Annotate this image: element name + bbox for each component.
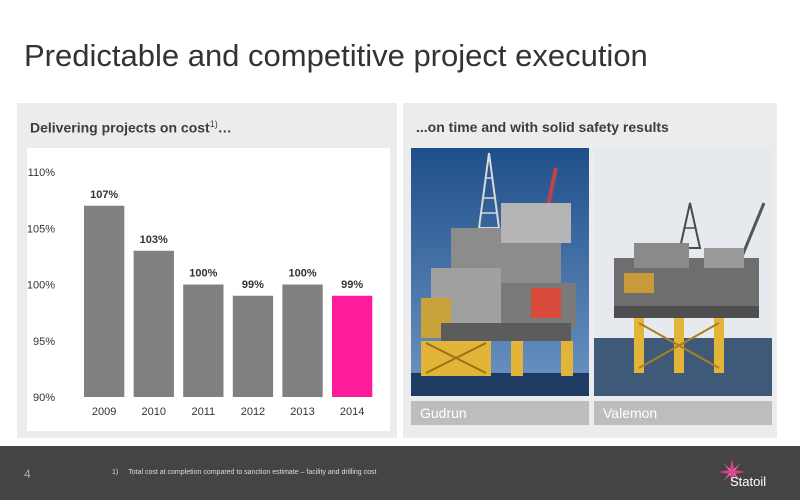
x-tick-label-2010: 2010 [142,406,166,418]
data-label-2013: 100% [288,268,316,280]
slide-footer: 4 1) Total cost at completion compared to… [0,446,800,500]
x-tick-label-2009: 2009 [92,406,116,418]
schedule-panel-heading: ...on time and with solid safety results [416,119,669,135]
valemon-caption: Valemon [594,401,772,425]
cost-heading-text: Delivering projects on cost [30,119,210,136]
footnote-marker: 1) [112,469,119,476]
logo-text: Statoil [730,474,767,489]
y-tick-label: 95% [33,336,55,348]
data-label-2009: 107% [90,189,118,201]
bar-2009 [84,205,125,397]
footnote-text: Total cost at completion compared to san… [128,469,377,476]
valemon-platform-image [594,148,772,396]
cost-chart: 90% 95% 100% 105% 110% 107% 2009 103% 2010 100% 20… [27,148,390,431]
cost-heading-ellipsis: … [217,119,232,136]
data-label-2012: 99% [242,279,264,291]
page-number: 4 [24,467,31,481]
x-tick-label-2011: 2011 [192,406,216,418]
x-tick-label-2014: 2014 [340,406,364,418]
bar-2014 [332,295,373,397]
schedule-safety-panel: ...on time and with solid safety results [403,103,777,438]
bar-2010 [133,250,174,397]
bar-2011 [183,284,224,397]
data-label-2010: 103% [140,234,168,246]
bar-2013 [282,284,323,397]
y-tick-label: 100% [27,280,55,292]
y-tick-label: 110% [28,167,56,179]
gudrun-caption: Gudrun [411,401,589,425]
cost-panel-heading: Delivering projects on cost1)… [30,119,232,136]
footnote: 1) Total cost at completion compared to s… [112,469,376,476]
cost-bar-chart-svg: 90% 95% 100% 105% 110% 107% 2009 103% 2010 100% 20… [27,167,373,418]
x-tick-label-2012: 2012 [241,406,265,418]
data-label-2011: 100% [189,268,217,280]
statoil-logo: Statoil [712,458,772,494]
gudrun-platform-image [411,148,589,396]
cost-heading-footnote-ref: 1) [209,119,218,129]
y-tick-label: 105% [27,223,55,235]
statoil-star-icon [719,459,745,485]
cost-panel: Delivering projects on cost1)… 90% 95% 100… [17,103,397,438]
data-label-2014: 99% [341,279,363,291]
x-tick-label-2013: 2013 [290,406,314,418]
bar-2012 [232,295,274,397]
slide-title: Predictable and competitive project exec… [24,38,648,73]
y-tick-label: 90% [33,392,55,404]
